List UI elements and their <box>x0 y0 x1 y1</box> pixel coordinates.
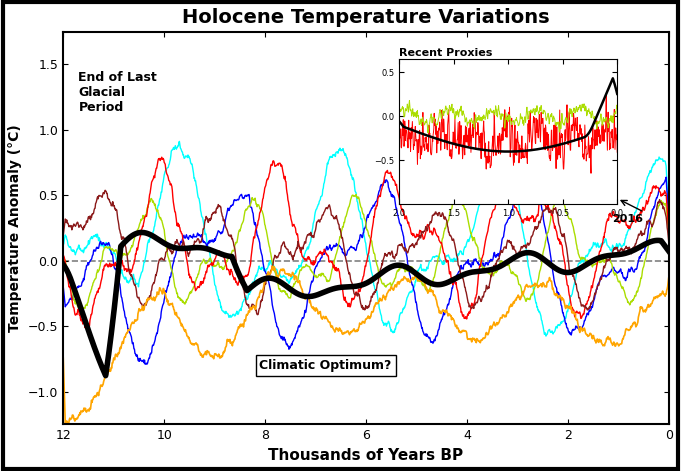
Text: End of Last
Glacial
Period: End of Last Glacial Period <box>78 71 157 114</box>
Title: Holocene Temperature Variations: Holocene Temperature Variations <box>182 8 550 27</box>
Text: 2016: 2016 <box>612 214 643 224</box>
Y-axis label: Temperature Anomaly (°C): Temperature Anomaly (°C) <box>8 124 22 332</box>
Text: Climatic Optimum?: Climatic Optimum? <box>259 359 392 372</box>
X-axis label: Thousands of Years BP: Thousands of Years BP <box>268 447 464 463</box>
